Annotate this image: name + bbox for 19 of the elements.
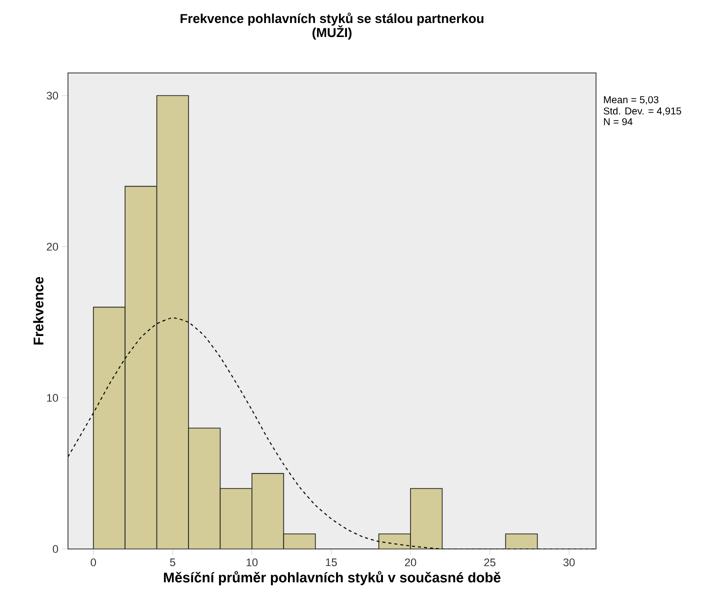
x-tick-label: 15 bbox=[326, 558, 337, 566]
line-series bbox=[68, 317, 596, 549]
x-axis-title: Měsíční průměr pohlavních styků v současné době bbox=[164, 571, 500, 586]
y-axis-title: Frekvence bbox=[33, 276, 44, 345]
text: N = 94 bbox=[604, 118, 633, 126]
x-tick-label: 10 bbox=[246, 558, 258, 566]
x-tick-label: 0 bbox=[90, 558, 96, 566]
x-tick-label: 25 bbox=[484, 558, 496, 566]
y-tick-label: 0 bbox=[52, 545, 58, 553]
x-tick-label: 20 bbox=[404, 558, 416, 566]
x-tick-label: 5 bbox=[170, 558, 176, 566]
y-tick-label: 20 bbox=[46, 242, 58, 251]
y-tick-label: 30 bbox=[46, 92, 58, 100]
chart-title: Frekvence pohlavních styků se stálou partnerkou bbox=[180, 12, 484, 26]
text: Mean = 5,03 bbox=[604, 96, 658, 104]
text: Std. Dev. = 4,915 bbox=[604, 107, 682, 116]
x-tick-label: 30 bbox=[563, 558, 575, 566]
y-tick-label: 10 bbox=[47, 394, 58, 402]
chart-subtitle: (MUŽI) bbox=[312, 25, 352, 40]
